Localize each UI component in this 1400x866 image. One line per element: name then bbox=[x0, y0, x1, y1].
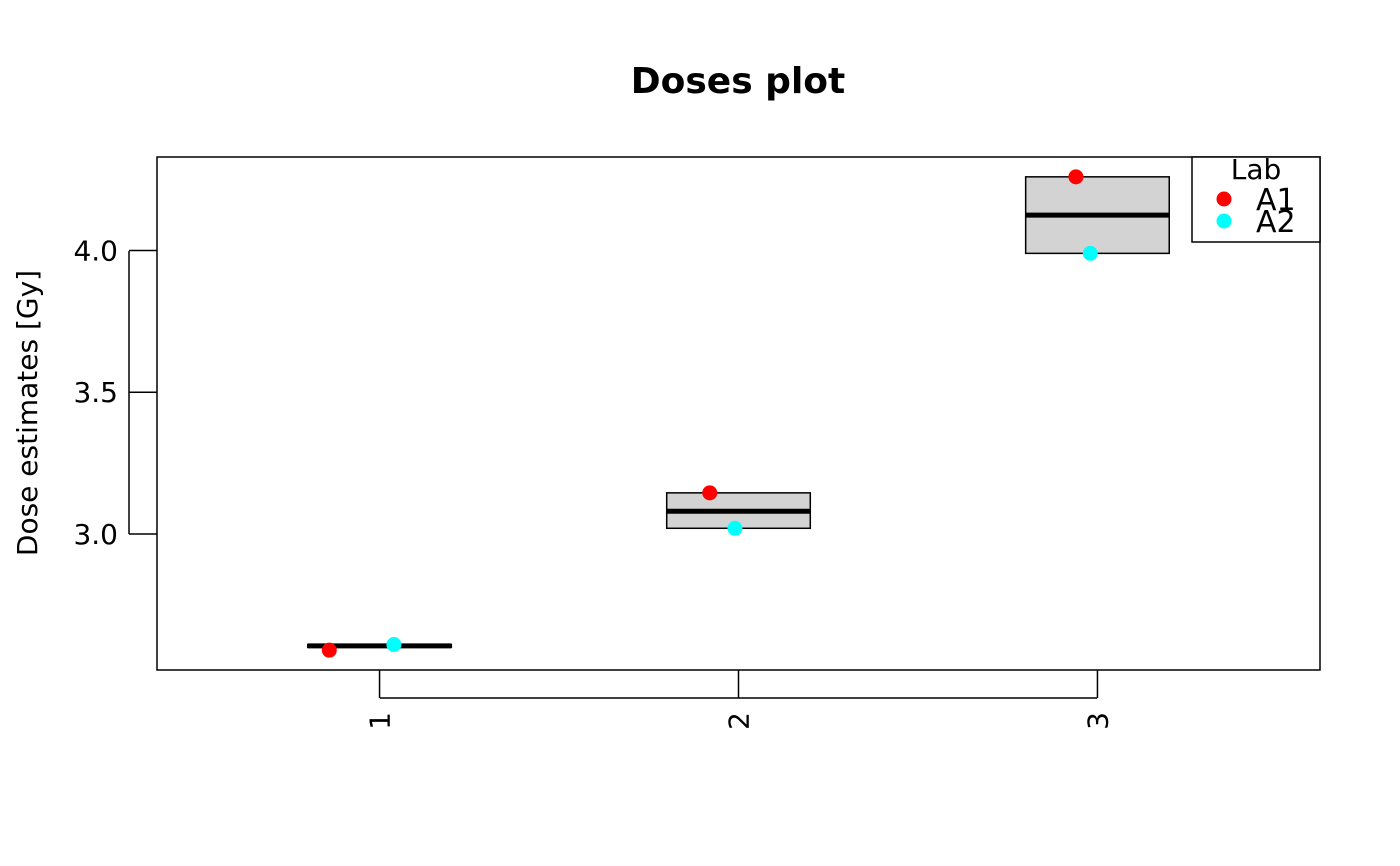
point-group bbox=[321, 169, 1098, 658]
y-tick-label: 3.5 bbox=[73, 376, 118, 409]
point-A2-1 bbox=[386, 636, 402, 652]
point-A1-2 bbox=[702, 485, 718, 501]
x-tick-label: 1 bbox=[364, 712, 397, 730]
legend-title: Lab bbox=[1231, 153, 1282, 186]
y-axis-label: Dose estimates [Gy] bbox=[11, 270, 44, 556]
plot-area bbox=[156, 156, 1321, 671]
chart-title: Doses plot bbox=[631, 61, 845, 102]
x-tick-label: 2 bbox=[723, 712, 756, 730]
legend-label-A1: A1 bbox=[1256, 183, 1296, 218]
point-A1-1 bbox=[321, 642, 337, 658]
legend-box bbox=[1191, 156, 1321, 243]
x-axis: 1 2 3 bbox=[364, 670, 1114, 730]
legend-marker-A1 bbox=[1216, 191, 1232, 207]
point-A1-3 bbox=[1068, 169, 1084, 185]
point-A2-3 bbox=[1082, 245, 1098, 261]
legend-label-A2: A2 bbox=[1256, 205, 1296, 240]
point-A2-2 bbox=[727, 520, 743, 536]
y-tick-label: 4.0 bbox=[73, 235, 118, 268]
x-tick-label: 3 bbox=[1081, 712, 1114, 730]
box-3 bbox=[1024, 176, 1170, 255]
y-tick-label: 3.0 bbox=[73, 518, 118, 551]
legend-marker-A2 bbox=[1216, 213, 1232, 229]
y-axis: 3.0 3.5 4.0 bbox=[73, 235, 157, 551]
box-group bbox=[307, 176, 1170, 649]
